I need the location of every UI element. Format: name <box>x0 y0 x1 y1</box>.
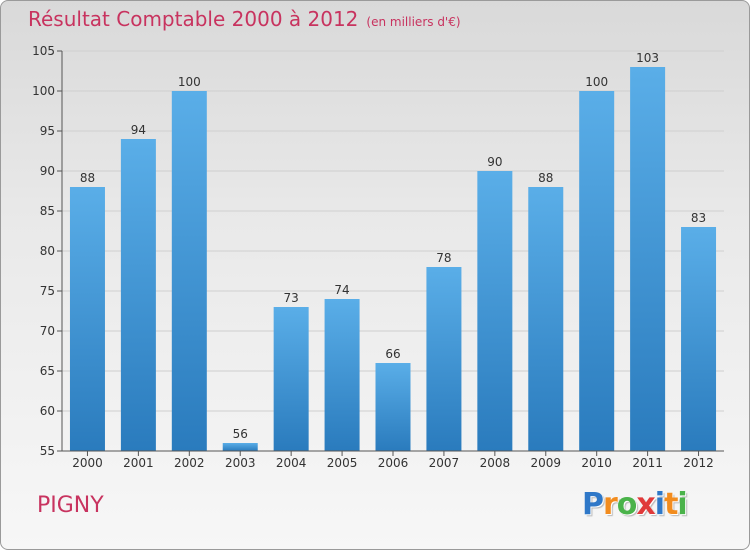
town-name: PIGNY <box>37 493 104 518</box>
logo-letter: o <box>616 487 638 522</box>
y-tick-label: 95 <box>40 124 55 138</box>
bar <box>681 227 717 451</box>
bar <box>171 91 207 451</box>
x-tick-label: 2004 <box>276 456 307 470</box>
chart-subtitle: (en milliers d'€) <box>366 15 461 29</box>
axes <box>57 50 724 456</box>
bar <box>69 187 105 451</box>
logo-letter: t <box>664 487 678 522</box>
y-tick-label: 65 <box>40 364 55 378</box>
bar <box>273 307 309 451</box>
y-tick-label: 80 <box>40 244 55 258</box>
data-label: 100 <box>585 75 608 89</box>
logo-letter: i <box>677 487 687 522</box>
x-tick-label: 2001 <box>123 456 154 470</box>
bar <box>324 299 360 451</box>
bar <box>120 139 156 451</box>
chart-title: Résultat Comptable 2000 à 2012 (en millie… <box>28 7 461 31</box>
data-label: 56 <box>233 427 248 441</box>
data-label: 88 <box>80 171 95 185</box>
y-tick-label: 75 <box>40 284 55 298</box>
x-tick-label: 2007 <box>429 456 460 470</box>
bar <box>579 91 615 451</box>
data-label: 78 <box>436 251 451 265</box>
title-text: Résultat Comptable 2000 à 2012 <box>28 7 359 31</box>
bar <box>375 363 411 451</box>
x-tick-label: 2000 <box>72 456 103 470</box>
logo-letter: P <box>582 487 604 522</box>
bar <box>426 267 462 451</box>
data-label: 83 <box>691 211 706 225</box>
y-tick-label: 55 <box>40 444 55 458</box>
proxiti-logo: Proxiti <box>582 487 688 522</box>
y-tick-label: 90 <box>40 164 55 178</box>
data-label: 73 <box>284 291 299 305</box>
y-tick-label: 105 <box>32 44 55 58</box>
x-tick-label: 2003 <box>225 456 256 470</box>
data-label: 66 <box>385 347 400 361</box>
logo-letter: i <box>654 487 665 522</box>
x-tick-label: 2012 <box>683 456 714 470</box>
x-tick-label: 2011 <box>632 456 663 470</box>
x-tick-label: 2009 <box>530 456 561 470</box>
x-tick-label: 2002 <box>174 456 205 470</box>
logo-letter: r <box>603 487 618 522</box>
y-tick-label: 100 <box>32 84 55 98</box>
bar <box>630 67 666 451</box>
data-label: 90 <box>487 155 502 169</box>
bar <box>528 187 564 451</box>
x-tick-label: 2006 <box>378 456 409 470</box>
data-label: 88 <box>538 171 553 185</box>
data-label: 74 <box>334 283 349 297</box>
y-tick-label: 85 <box>40 204 55 218</box>
bar <box>477 171 513 451</box>
y-tick-label: 70 <box>40 324 55 338</box>
bars <box>69 67 717 451</box>
x-tick-label: 2008 <box>480 456 511 470</box>
y-tick-label: 60 <box>40 404 55 418</box>
logo-letter: x <box>636 487 655 522</box>
data-label: 103 <box>636 51 659 65</box>
data-label: 100 <box>178 75 201 89</box>
x-tick-label: 2010 <box>581 456 612 470</box>
labels: 55 60 65 70 75 80 85 90 95 100 105 88 2000 94 2001 100 2… <box>32 44 714 470</box>
x-tick-label: 2005 <box>327 456 358 470</box>
data-label: 94 <box>131 123 146 137</box>
bar <box>222 443 258 451</box>
